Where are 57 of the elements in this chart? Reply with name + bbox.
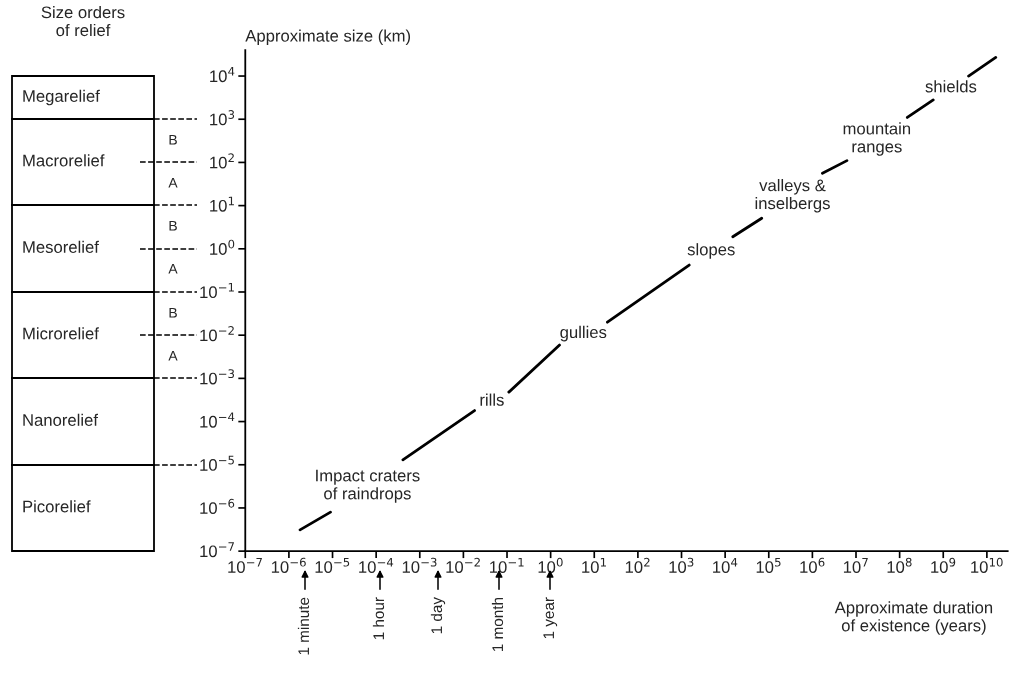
text: A bbox=[168, 264, 178, 274]
text: 1 hour bbox=[372, 597, 385, 640]
y-tick-label: 10$^{0}$ bbox=[210, 239, 235, 255]
x-tick-label: 10$^{−1}$ bbox=[490, 557, 524, 573]
y-tick-label: 10$^{1}$ bbox=[210, 196, 234, 212]
x-tick-label: 10$^{0}$ bbox=[538, 557, 563, 573]
x-tick-label: 10$^{1}$ bbox=[582, 557, 606, 573]
x-tick-label: 10$^{−7}$ bbox=[228, 557, 262, 573]
y-tick-label: 10$^{−1}$ bbox=[200, 283, 234, 299]
y-tick-label: 10$^{−6}$ bbox=[200, 498, 235, 515]
text: Microrelief bbox=[23, 327, 99, 340]
y-tick-label: 10$^{−5}$ bbox=[200, 455, 234, 471]
y-tick-label: 10$^{3}$ bbox=[210, 110, 235, 126]
annotation: valleys & inselbergs bbox=[755, 179, 830, 213]
annotation: slopes bbox=[687, 243, 735, 259]
y-tick-label: 10$^{−7}$ bbox=[200, 542, 234, 558]
text: B bbox=[169, 135, 177, 145]
x-tick-label: 10$^{−4}$ bbox=[359, 557, 394, 573]
text: Picorelief bbox=[23, 500, 91, 513]
y-tick-label: 10$^{−3}$ bbox=[200, 369, 235, 385]
text: A bbox=[168, 351, 178, 361]
text: Size orders of relief bbox=[41, 6, 125, 37]
text: A bbox=[168, 178, 178, 188]
annotation: Impact craters of raindrops bbox=[316, 469, 420, 503]
x-tick-label: 10$^{7}$ bbox=[843, 557, 868, 573]
x-tick-label: 10$^{−6}$ bbox=[271, 557, 306, 573]
y-axis-title: Approximate size (km) bbox=[245, 29, 411, 46]
x-tick-label: 10$^{2}$ bbox=[625, 557, 650, 573]
x-tick-label: 10$^{8}$ bbox=[887, 557, 912, 573]
x-tick-label: 10$^{4}$ bbox=[713, 557, 738, 573]
annotation: mountain ranges bbox=[843, 122, 911, 156]
text: B bbox=[169, 221, 177, 231]
text: 1 year bbox=[543, 597, 558, 639]
text: B bbox=[169, 308, 177, 318]
x-tick-label: 10$^{−3}$ bbox=[402, 557, 437, 573]
annotation: shields bbox=[925, 80, 977, 93]
y-tick-label: 10$^{2}$ bbox=[210, 153, 234, 169]
text: 1 minute bbox=[297, 597, 310, 655]
x-tick-label: 10$^{−2}$ bbox=[446, 557, 480, 573]
x-tick-label: 10$^{5}$ bbox=[756, 557, 781, 573]
x-tick-label: 10$^{3}$ bbox=[669, 557, 694, 573]
x-tick-label: 10$^{9}$ bbox=[931, 557, 956, 573]
text: Megarelief bbox=[23, 89, 100, 106]
annotation: gullies bbox=[560, 325, 607, 342]
y-tick-label: 10$^{4}$ bbox=[210, 67, 235, 83]
x-tick-label: 10$^{−5}$ bbox=[315, 557, 350, 573]
y-tick-label: 10$^{−2}$ bbox=[200, 326, 234, 342]
x-tick-label: 10$^{10}$ bbox=[971, 557, 1003, 573]
text: Mesorelief bbox=[23, 240, 99, 253]
text: 1 month bbox=[491, 597, 504, 652]
y-tick-label: 10$^{−4}$ bbox=[200, 412, 235, 428]
x-axis-title: Approximate duration of existence (years) bbox=[834, 601, 993, 635]
annotation: rills bbox=[480, 393, 504, 406]
text: Macrorelief bbox=[23, 154, 105, 167]
x-tick-label: 10$^{6}$ bbox=[800, 557, 825, 573]
text: 1 day bbox=[430, 597, 446, 634]
text: Nanorelief bbox=[23, 413, 98, 426]
